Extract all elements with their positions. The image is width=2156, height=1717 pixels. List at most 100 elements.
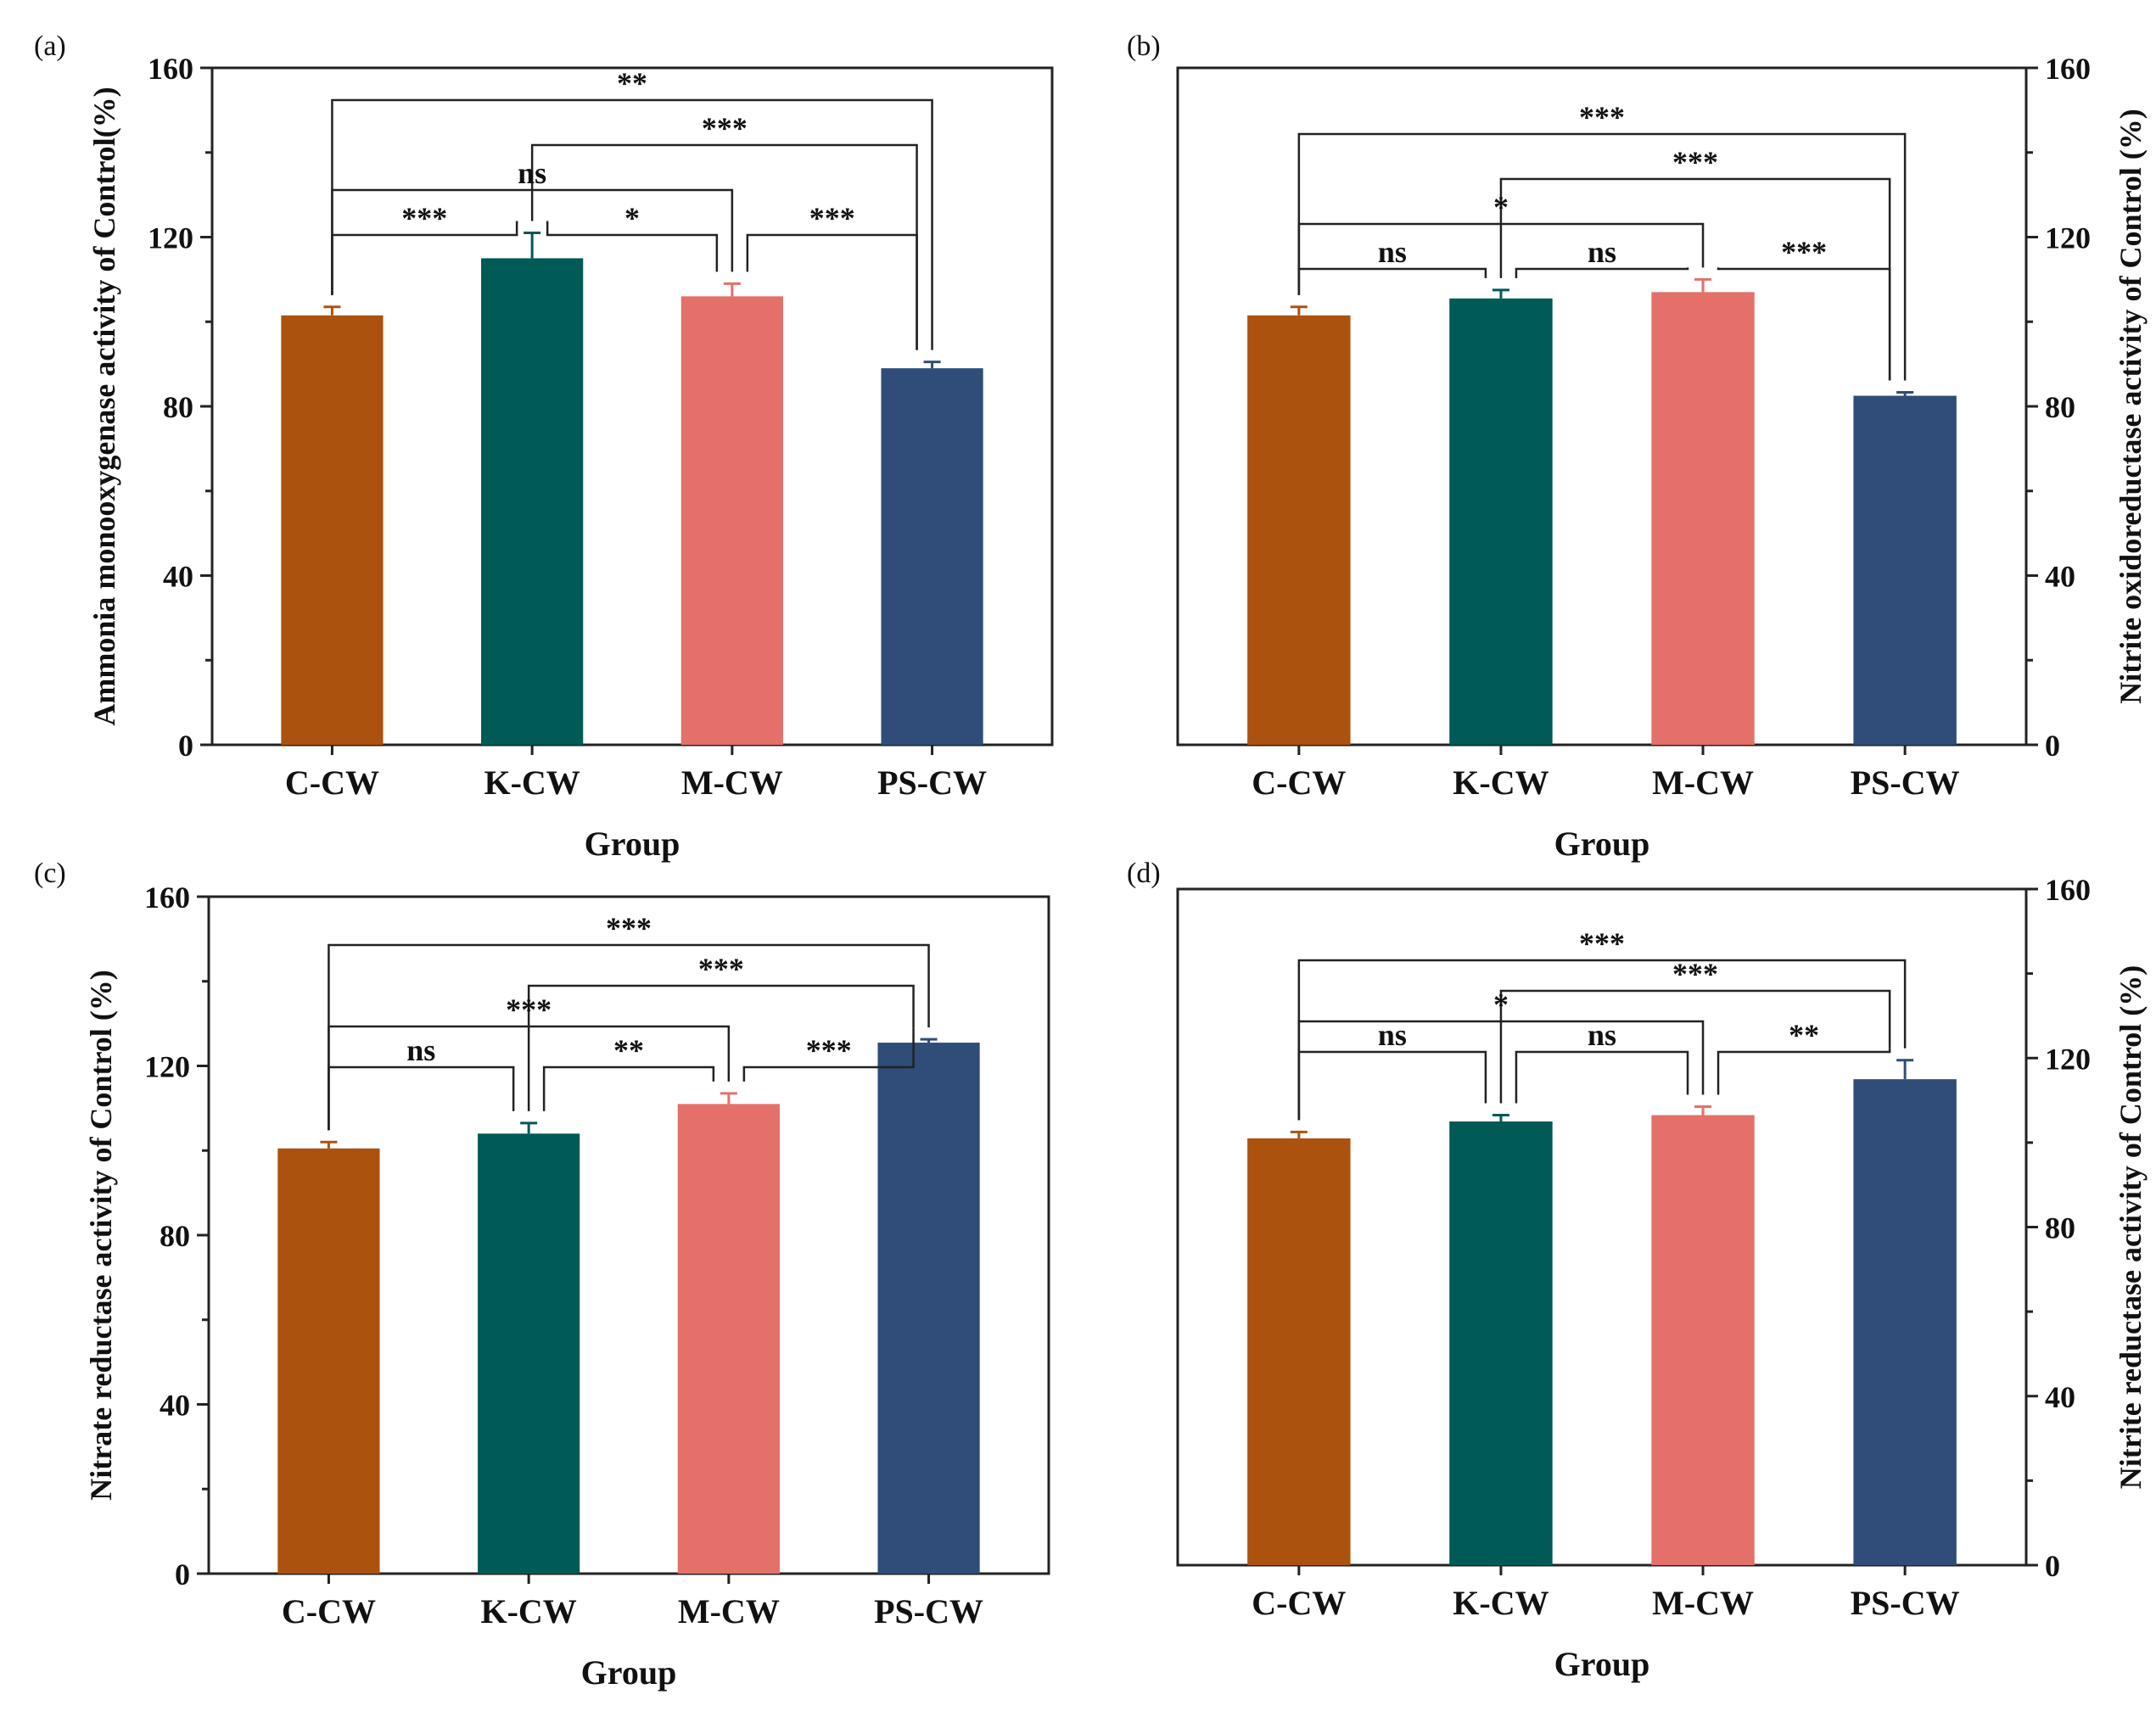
significance-label: *** (702, 111, 748, 145)
y-tick-label: 0 (175, 1558, 190, 1591)
x-tick-label: M-CW (681, 763, 783, 802)
bar-k-cw (481, 258, 584, 745)
y-tick-label: 0 (2045, 729, 2060, 763)
significance-label: ns (518, 156, 546, 190)
chart-panel-b: (b) 0 40 80 120 160 Nitrite oxidoreductase act… (1127, 31, 2148, 863)
significance-bracket (1297, 1050, 1487, 1121)
panel-label: (b) (1127, 31, 1161, 62)
x-axis-title: Group (1554, 1645, 1650, 1683)
bar-m-cw (1651, 1115, 1755, 1565)
bar-k-cw (478, 1133, 580, 1574)
x-tick-label: K-CW (484, 763, 580, 802)
significance-bracket (1297, 222, 1705, 295)
chart-panel-a: (a) 0 40 80 120 160 Ammonia monooxygenase acti… (34, 31, 1054, 863)
x-axis-title: Group (581, 1653, 677, 1692)
bar-m-cw (677, 1104, 780, 1574)
bar-ps-cw (1853, 395, 1957, 745)
y-tick-label: 80 (2045, 1211, 2075, 1245)
x-tick-label: C-CW (282, 1592, 376, 1630)
y-tick-label: 160 (148, 52, 193, 86)
x-tick-label: PS-CW (1851, 1584, 1960, 1622)
significance-bracket (527, 984, 915, 1111)
significance-bracket (1499, 989, 1891, 1104)
significance-bracket (328, 1065, 515, 1131)
significance-bracket (746, 233, 918, 350)
significance-label: ns (406, 1033, 435, 1067)
significance-label: * (624, 201, 640, 235)
significance-label: *** (1672, 145, 1718, 179)
y-tick-label: 40 (2045, 1380, 2075, 1414)
bar-c-cw (277, 1148, 380, 1574)
y-tick-label: 80 (160, 1219, 190, 1253)
significance-label: *** (698, 952, 744, 986)
y-tick-label: 120 (2045, 1042, 2091, 1076)
panel-label: (d) (1127, 858, 1161, 889)
significance-bracket (1515, 267, 1689, 278)
x-tick-label: K-CW (1453, 763, 1548, 802)
significance-label: ns (1588, 1018, 1616, 1052)
x-axis-title: Group (1554, 825, 1650, 863)
bar-c-cw (1247, 315, 1351, 745)
y-axis-title: Nitrate reductase activity of Control (%… (84, 970, 118, 1501)
x-tick-label: M-CW (1652, 1584, 1754, 1622)
x-tick-label: C-CW (1252, 763, 1346, 802)
significance-bracket (1716, 267, 1891, 381)
y-tick-label: 160 (2045, 52, 2091, 86)
bar-c-cw (281, 315, 384, 745)
y-tick-label: 120 (2045, 221, 2091, 255)
y-tick-label: 120 (148, 221, 193, 255)
bar-ps-cw (881, 368, 983, 745)
bar-ps-cw (1853, 1079, 1957, 1565)
y-axis-title: Nitrite oxidoreductase activity of Contr… (2114, 109, 2148, 704)
x-tick-label: M-CW (678, 1592, 780, 1630)
significance-label: *** (506, 993, 552, 1026)
significance-label: ** (613, 1033, 644, 1067)
bar-k-cw (1449, 1121, 1553, 1565)
significance-label: *** (806, 1033, 852, 1067)
significance-bracket (546, 221, 719, 272)
significance-bracket (1297, 132, 1907, 381)
bar-k-cw (1449, 298, 1553, 746)
x-tick-label: K-CW (1453, 1584, 1548, 1622)
y-tick-label: 0 (2045, 1549, 2060, 1583)
significance-label: *** (809, 201, 855, 235)
panel-label: (a) (34, 31, 66, 62)
significance-label: ns (1378, 1018, 1407, 1052)
significance-label: * (1493, 987, 1509, 1021)
y-tick-label: 160 (2045, 873, 2091, 907)
significance-bracket (1515, 1050, 1689, 1104)
panel-label: (c) (34, 858, 66, 889)
significance-label: ** (617, 66, 647, 100)
x-tick-label: PS-CW (877, 763, 987, 802)
bar-m-cw (1651, 292, 1755, 745)
y-tick-label: 80 (2045, 390, 2075, 424)
significance-label: ns (1588, 235, 1616, 269)
x-axis-title: Group (585, 825, 680, 863)
x-tick-label: K-CW (480, 1592, 576, 1630)
bar-ps-cw (877, 1043, 980, 1574)
bar-c-cw (1247, 1138, 1351, 1565)
y-tick-label: 40 (163, 560, 193, 594)
significance-label: ** (1789, 1018, 1819, 1052)
y-axis-title: Ammonia monooxygenase activity of Contro… (87, 87, 121, 725)
chart-panel-c: (c) 0 40 80 120 160 Nitrate reductase activity… (34, 858, 1050, 1692)
significance-label: *** (1672, 957, 1718, 991)
x-tick-label: C-CW (1252, 1584, 1346, 1622)
significance-bracket (742, 1027, 915, 1082)
y-tick-label: 40 (2045, 560, 2075, 594)
x-tick-label: C-CW (285, 763, 379, 802)
significance-label: *** (606, 911, 652, 945)
x-tick-label: PS-CW (1851, 763, 1960, 802)
significance-label: *** (1579, 926, 1625, 960)
y-tick-label: 40 (160, 1389, 190, 1423)
significance-label: * (1493, 190, 1509, 224)
significance-bracket (542, 1065, 715, 1111)
bar-m-cw (680, 296, 783, 745)
x-tick-label: M-CW (1652, 763, 1754, 802)
significance-label: *** (1781, 235, 1827, 269)
significance-label: *** (401, 201, 447, 235)
significance-label: ns (1378, 235, 1407, 269)
y-tick-label: 80 (163, 390, 193, 424)
significance-bracket (331, 221, 518, 295)
